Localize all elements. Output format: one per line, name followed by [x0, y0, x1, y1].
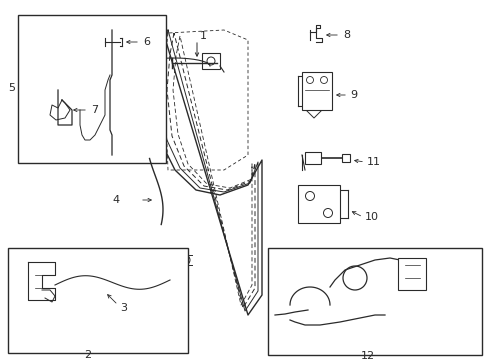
Text: 5: 5 [8, 83, 15, 93]
Text: 9: 9 [349, 90, 356, 100]
Bar [18, 15, 165, 163]
Bar [267, 248, 481, 355]
Text: 8: 8 [342, 30, 349, 40]
Text: 11: 11 [366, 157, 380, 167]
Bar [302, 72, 331, 110]
Text: 10: 10 [364, 212, 378, 222]
Text: 2: 2 [84, 350, 91, 360]
Bar [341, 154, 349, 162]
Text: 12: 12 [360, 351, 374, 360]
Bar [8, 248, 187, 353]
Text: 4: 4 [112, 195, 119, 205]
Bar [397, 258, 425, 290]
Text: 1: 1 [200, 31, 206, 41]
Text: 6: 6 [142, 37, 150, 47]
Bar [305, 152, 320, 164]
Text: 3: 3 [120, 303, 127, 313]
Bar [297, 185, 339, 223]
Text: 7: 7 [91, 105, 98, 115]
Bar [202, 53, 220, 69]
